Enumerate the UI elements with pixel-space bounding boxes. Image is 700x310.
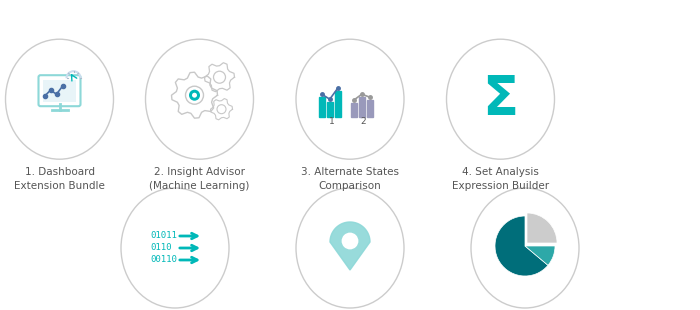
Text: Σ: Σ — [482, 73, 519, 125]
Bar — [335, 91, 340, 117]
Text: 0110: 0110 — [150, 243, 171, 253]
FancyBboxPatch shape — [43, 80, 76, 102]
Circle shape — [192, 93, 197, 98]
Text: 00110: 00110 — [150, 255, 177, 264]
Text: 4. Set Analysis
Expression Builder: 4. Set Analysis Expression Builder — [452, 167, 549, 191]
Text: 2: 2 — [360, 117, 366, 126]
Wedge shape — [495, 216, 548, 276]
Ellipse shape — [296, 188, 404, 308]
Ellipse shape — [6, 39, 113, 159]
Ellipse shape — [447, 39, 554, 159]
Bar — [327, 102, 332, 117]
Text: 3. Alternate States
Comparison: 3. Alternate States Comparison — [301, 167, 399, 191]
Ellipse shape — [296, 39, 404, 159]
Text: 1: 1 — [329, 117, 335, 126]
FancyBboxPatch shape — [38, 75, 80, 106]
Ellipse shape — [146, 39, 253, 159]
Polygon shape — [330, 222, 370, 270]
Circle shape — [217, 105, 226, 114]
Bar — [351, 103, 356, 117]
Bar — [319, 97, 325, 117]
Ellipse shape — [471, 188, 579, 308]
Bar — [359, 97, 365, 117]
Circle shape — [214, 71, 225, 83]
Circle shape — [342, 232, 358, 250]
Text: 1. Dashboard
Extension Bundle: 1. Dashboard Extension Bundle — [14, 167, 105, 191]
Ellipse shape — [121, 188, 229, 308]
Circle shape — [189, 90, 200, 101]
Bar — [367, 100, 372, 117]
Text: 2. Insight Advisor
(Machine Learning): 2. Insight Advisor (Machine Learning) — [149, 167, 250, 191]
Wedge shape — [527, 213, 557, 243]
Wedge shape — [525, 246, 555, 265]
Text: 01011: 01011 — [150, 232, 177, 241]
Circle shape — [186, 86, 204, 104]
